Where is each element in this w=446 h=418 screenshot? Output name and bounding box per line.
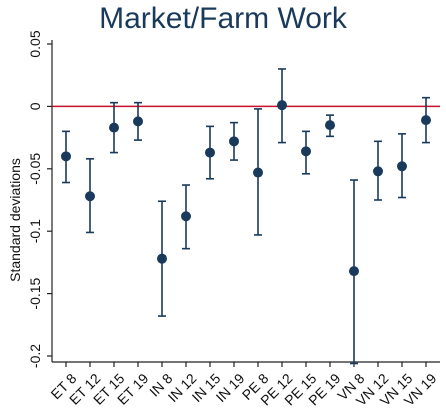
y-tick-label: 0 (27, 102, 43, 110)
chart-title: Market/Farm Work (99, 2, 347, 35)
y-tick-label: -0.05 (27, 153, 43, 185)
data-point (421, 115, 431, 126)
y-tick-label: -0.2 (27, 344, 43, 368)
data-point (325, 120, 335, 131)
data-point (253, 167, 263, 178)
y-axis-label: Standard deviations (7, 158, 23, 282)
data-point (373, 166, 383, 177)
data-point (157, 253, 167, 264)
data-point (109, 122, 119, 133)
y-tick-label: 0.05 (27, 30, 43, 57)
axes (47, 40, 440, 367)
data-point (301, 146, 311, 157)
y-tick-labels: 0.05 0 -0.05 -0.1 -0.15 -0.2 (27, 30, 43, 368)
data-point (397, 161, 407, 172)
data-point (85, 191, 95, 202)
y-tick-label: -0.1 (27, 219, 43, 243)
data-point (133, 116, 143, 127)
data-point (181, 211, 191, 222)
data-point (229, 136, 239, 147)
data-point (349, 266, 359, 277)
data-point (61, 151, 71, 162)
data-point (277, 100, 287, 111)
series-group (61, 68, 431, 365)
y-tick-label: -0.15 (27, 277, 43, 309)
data-point (205, 147, 215, 158)
